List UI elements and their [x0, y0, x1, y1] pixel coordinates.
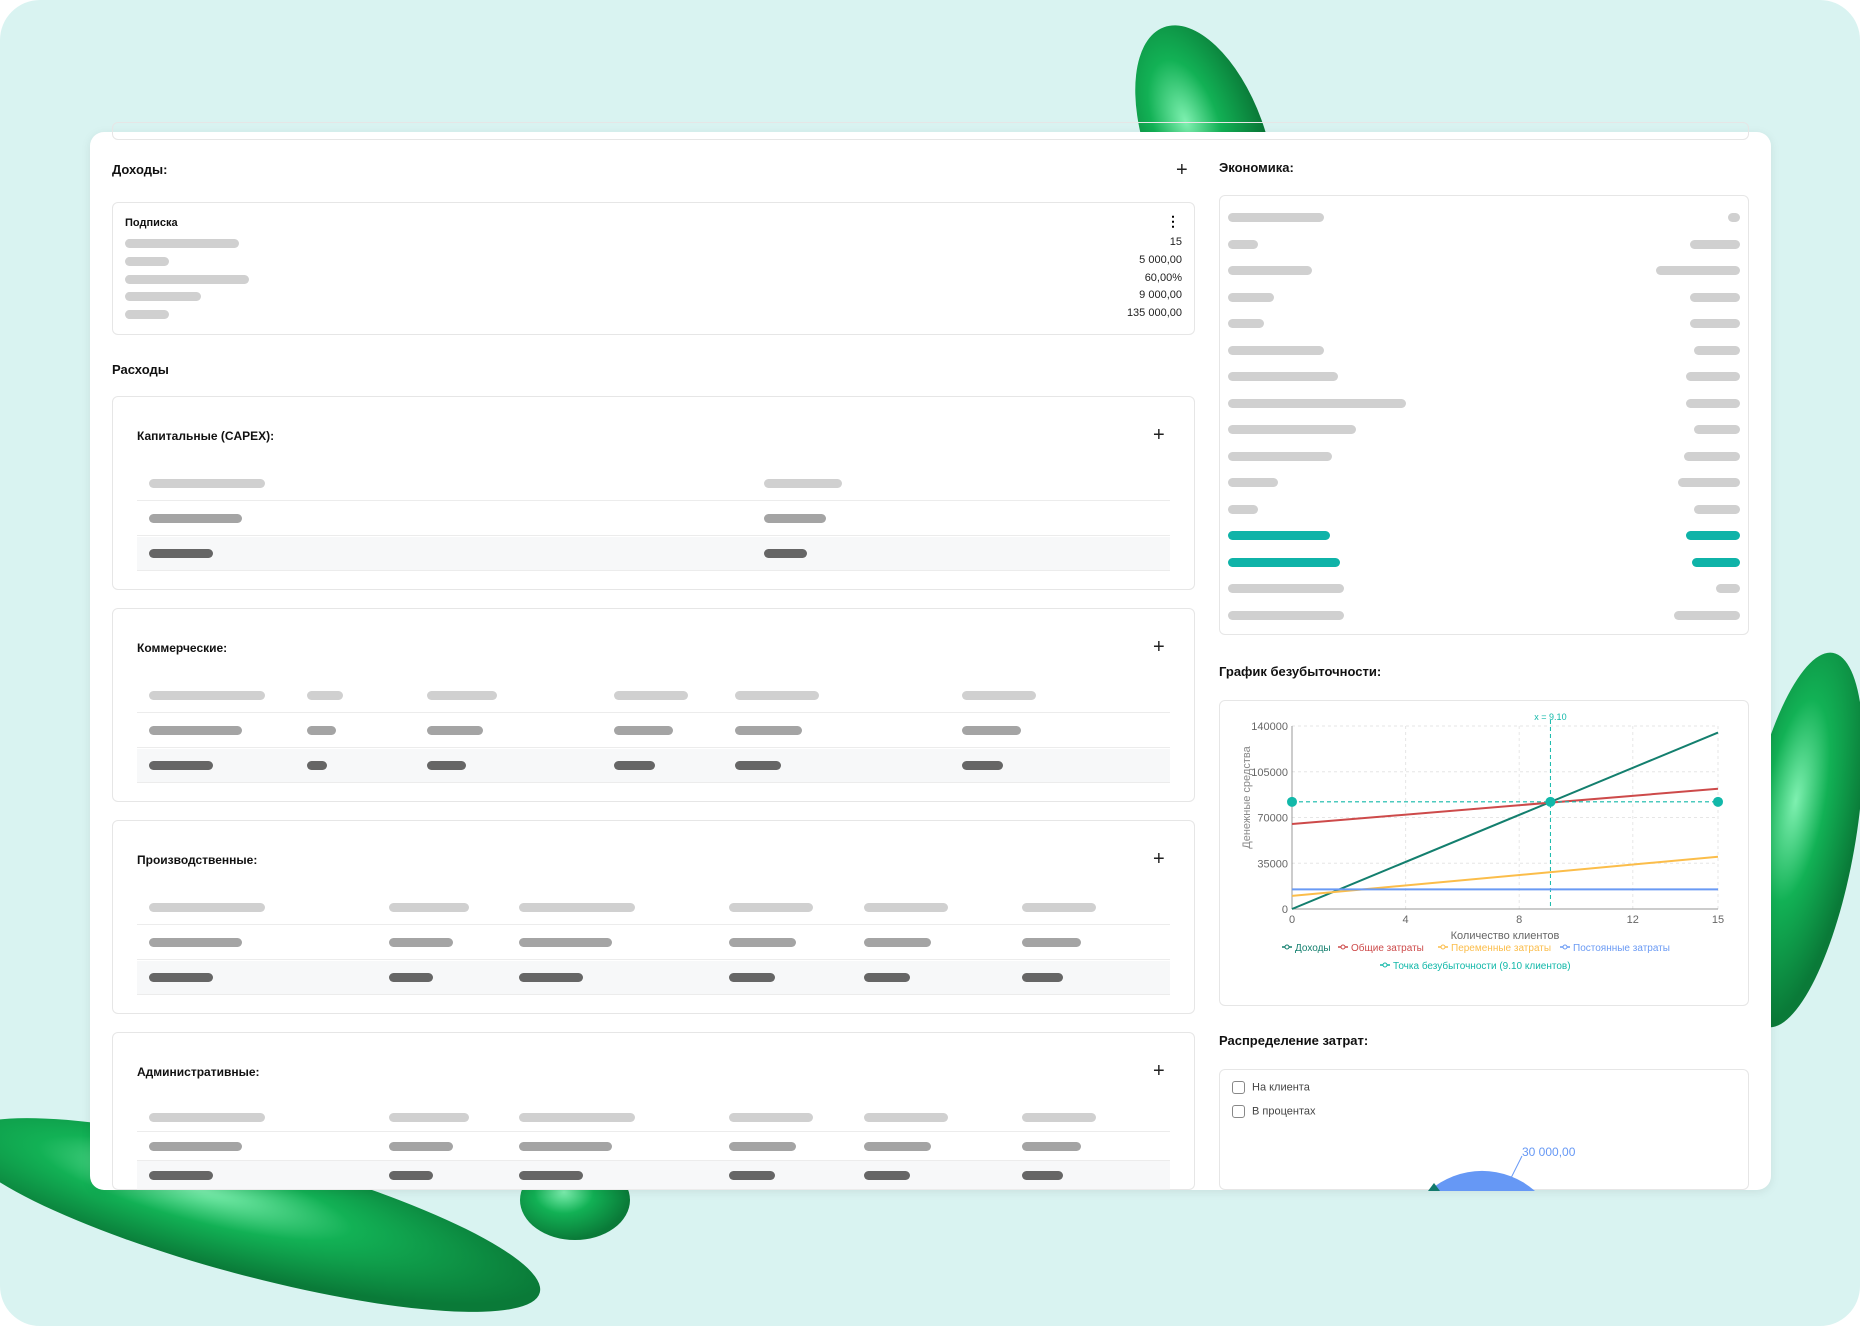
- legend-marker-dot: [1562, 944, 1568, 950]
- top-card-edge: [112, 122, 1749, 140]
- y-tick-label: 0: [1282, 904, 1288, 916]
- x-tick-label: 15: [1712, 914, 1724, 926]
- series-line-0: [1291, 731, 1719, 910]
- percent-checkbox[interactable]: В процентах: [1232, 1105, 1316, 1118]
- table-row: [137, 679, 1170, 713]
- table-row: [137, 502, 1170, 536]
- legend-item: Доходы: [1295, 943, 1331, 954]
- plus-icon[interactable]: +: [1153, 424, 1165, 446]
- table-row: [137, 891, 1170, 925]
- per-client-checkbox[interactable]: На клиента: [1232, 1081, 1310, 1094]
- series-line-1: [1291, 787, 1719, 826]
- more-vertical-icon[interactable]: ⋮: [1166, 213, 1180, 229]
- economics-title: Экономика:: [1219, 160, 1294, 175]
- cost-pie-chart: 30 000,00: [1428, 1145, 1576, 1191]
- legend-marker-dot: [1284, 944, 1290, 950]
- table-row: [137, 1103, 1170, 1132]
- legend-marker-dot: [1440, 944, 1446, 950]
- table-row: [137, 537, 1170, 571]
- legend-marker-dot: [1340, 944, 1346, 950]
- income-card-subscription: Подписка ⋮ 15 5 000,00 60,00% 9 000,00 1…: [112, 202, 1195, 335]
- y-tick-label: 140000: [1251, 721, 1288, 733]
- x-tick-label: 0: [1289, 914, 1295, 926]
- income-card-title: Подписка: [125, 217, 178, 229]
- legend-item: Точка безубыточности (9.10 клиентов): [1393, 960, 1571, 972]
- checkbox-label: На клиента: [1252, 1081, 1310, 1094]
- expenses-title: Расходы: [112, 362, 169, 377]
- table-row: [137, 749, 1170, 783]
- x-axis-label: Количество клиентов: [1451, 930, 1560, 942]
- expense-section-title: Производственные:: [137, 853, 258, 867]
- x-tick-label: 4: [1403, 914, 1409, 926]
- table-row: [137, 1161, 1170, 1190]
- income-value: 15: [1169, 236, 1182, 248]
- breakeven-annotation: x = 9.10: [1534, 712, 1566, 722]
- economics-card: [1219, 195, 1749, 635]
- table-row: [137, 714, 1170, 748]
- plus-icon[interactable]: +: [1153, 636, 1165, 658]
- income-value: 9 000,00: [1139, 289, 1182, 301]
- pie-label: 30 000,00: [1522, 1145, 1576, 1159]
- expense-section-title: Капитальные (CAPEX):: [137, 429, 275, 443]
- y-tick-label: 105000: [1251, 767, 1288, 779]
- checkbox-label: В процентах: [1252, 1105, 1316, 1118]
- legend-item: Общие затраты: [1351, 942, 1424, 954]
- table-row: [137, 467, 1170, 501]
- x-tick-label: 8: [1516, 914, 1522, 926]
- main-panel: Доходы: + Подписка ⋮ 15 5 000,00 60,00% …: [90, 122, 1771, 1191]
- pie-label-line: [1509, 1155, 1523, 1181]
- breakeven-title: График безубыточности:: [1219, 664, 1382, 679]
- pie-slice: [1428, 1183, 1440, 1191]
- distribution-card: На клиента В процентах 30 000,00: [1219, 1069, 1749, 1191]
- expense-section-title: Административные:: [137, 1065, 260, 1079]
- breakeven-point: [1287, 796, 1297, 807]
- breakeven-chart-card: 0 4 8 12 15 0 35000 70000 105000 140000 Количество…: [1219, 700, 1749, 1006]
- y-tick-label: 70000: [1257, 813, 1288, 825]
- income-value: 60,00%: [1144, 272, 1182, 284]
- plus-icon[interactable]: +: [1153, 848, 1165, 870]
- income-value: 5 000,00: [1139, 254, 1182, 266]
- expense-section: Производственные: +: [112, 820, 1195, 1014]
- legend-item: Постоянные затраты: [1573, 943, 1670, 954]
- breakeven-chart: 0 4 8 12 15 0 35000 70000 105000 140000 Количество…: [1241, 712, 1724, 972]
- plus-icon[interactable]: +: [1176, 159, 1188, 181]
- expense-section: Коммерческие: +: [112, 608, 1195, 802]
- expense-section-title: Коммерческие:: [137, 641, 228, 655]
- y-axis-label: Денежные средства: [1241, 745, 1253, 848]
- table-row: [137, 1132, 1170, 1161]
- x-tick-label: 12: [1627, 914, 1639, 926]
- income-value: 135 000,00: [1126, 307, 1182, 319]
- legend-marker-dot: [1382, 962, 1388, 968]
- distribution-title: Распределение затрат:: [1219, 1033, 1369, 1048]
- plus-icon[interactable]: +: [1153, 1060, 1165, 1082]
- income-title: Доходы:: [112, 162, 168, 177]
- table-row: [137, 926, 1170, 960]
- breakeven-point: [1545, 796, 1556, 807]
- pie-slice: [1429, 1170, 1535, 1191]
- breakeven-point: [1713, 796, 1723, 807]
- y-tick-label: 35000: [1257, 858, 1288, 870]
- legend-item: Переменные затраты: [1451, 943, 1551, 954]
- expense-section: Административные: +: [112, 1032, 1195, 1190]
- expense-section: Капитальные (CAPEX): +: [112, 396, 1195, 590]
- table-row: [137, 961, 1170, 995]
